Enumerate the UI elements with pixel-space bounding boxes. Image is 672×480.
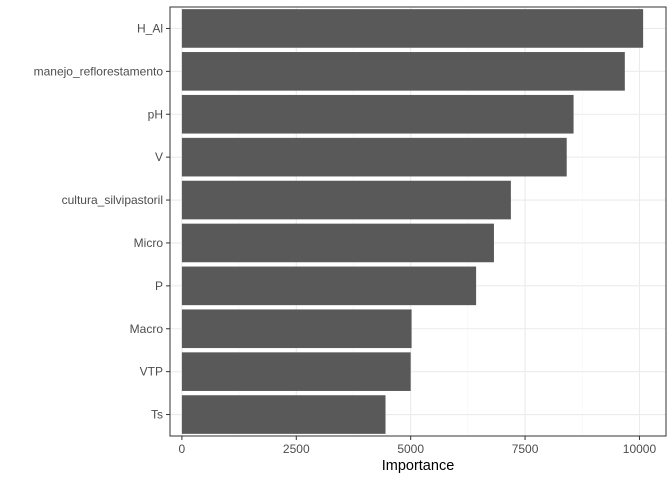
x-axis-title: Importance xyxy=(382,458,455,474)
y-tick-label: H_Al xyxy=(137,21,163,35)
y-tick-label: manejo_reflorestamento xyxy=(34,64,164,78)
bar xyxy=(181,137,567,177)
bar xyxy=(181,223,494,263)
x-tick-label: 10000 xyxy=(623,442,657,456)
bar xyxy=(181,52,625,91)
y-axis: H_Al manejo_reflorestamento pH Vcultura_sil… xyxy=(34,21,170,422)
y-tick-label: Ts xyxy=(151,408,163,422)
x-axis: 0 2500 5000 7500 10000 xyxy=(179,436,657,456)
bars xyxy=(181,9,644,434)
panel-border xyxy=(169,6,667,437)
bar xyxy=(181,180,511,220)
y-tick-label: Micro xyxy=(134,236,164,250)
bar xyxy=(181,266,477,306)
x-tick-label: 5000 xyxy=(397,442,424,456)
y-tick-label: cultura_silvipastoril xyxy=(62,193,163,207)
bar xyxy=(181,94,574,134)
y-tick-label: VTP xyxy=(140,365,163,379)
y-tick-label: P xyxy=(155,279,163,293)
bar xyxy=(181,9,644,48)
x-tick-label: 7500 xyxy=(512,442,539,456)
y-tick-label: Macro xyxy=(130,322,164,336)
bar xyxy=(181,395,386,434)
y-tick-label: pH xyxy=(148,107,163,121)
x-tick-label: 2500 xyxy=(283,442,310,456)
x-tick-label: 0 xyxy=(179,442,186,456)
y-tick-label: V xyxy=(155,150,163,164)
bar xyxy=(181,352,411,391)
bar xyxy=(181,309,412,349)
